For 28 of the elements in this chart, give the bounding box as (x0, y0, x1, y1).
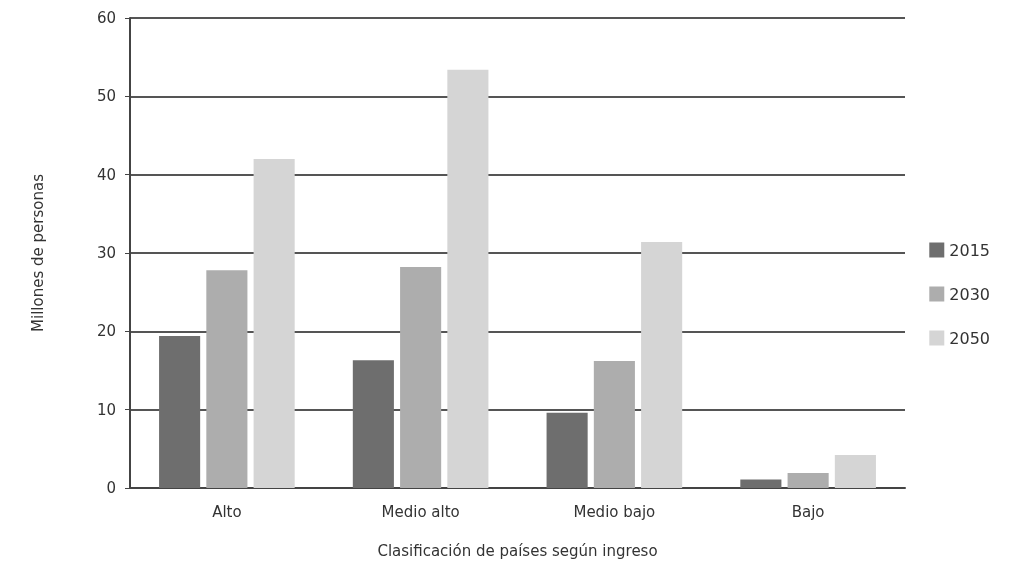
y-tick-label: 60 (96, 9, 116, 27)
x-axis-title: Clasificación de países según ingreso (377, 541, 658, 560)
y-tick-label: 50 (96, 87, 116, 106)
bar (159, 336, 201, 488)
y-axis-title: Millones de personas (28, 173, 47, 332)
legend-label: 2050 (949, 328, 990, 348)
x-tick-label: Alto (212, 502, 242, 521)
bar (787, 473, 829, 488)
bar (352, 360, 394, 488)
x-tick-label: Medio bajo (573, 502, 656, 521)
bar (641, 242, 683, 488)
y-tick-label: 10 (96, 400, 116, 419)
y-tick-label: 0 (106, 479, 116, 497)
bar (447, 69, 489, 488)
x-tick-label: Medio alto (381, 502, 460, 521)
bar (593, 361, 635, 488)
legend-label: 2030 (949, 284, 990, 304)
bar (206, 270, 248, 488)
y-tick-label: 30 (96, 244, 116, 262)
bar (740, 479, 782, 488)
y-tick-label: 20 (96, 322, 116, 341)
bar (834, 455, 876, 488)
bar (546, 412, 588, 488)
y-tick-label: 40 (96, 165, 116, 184)
legend-label: 2015 (949, 240, 990, 260)
bar (253, 159, 295, 488)
bar (400, 267, 442, 488)
x-tick-label: Bajo (791, 502, 825, 521)
